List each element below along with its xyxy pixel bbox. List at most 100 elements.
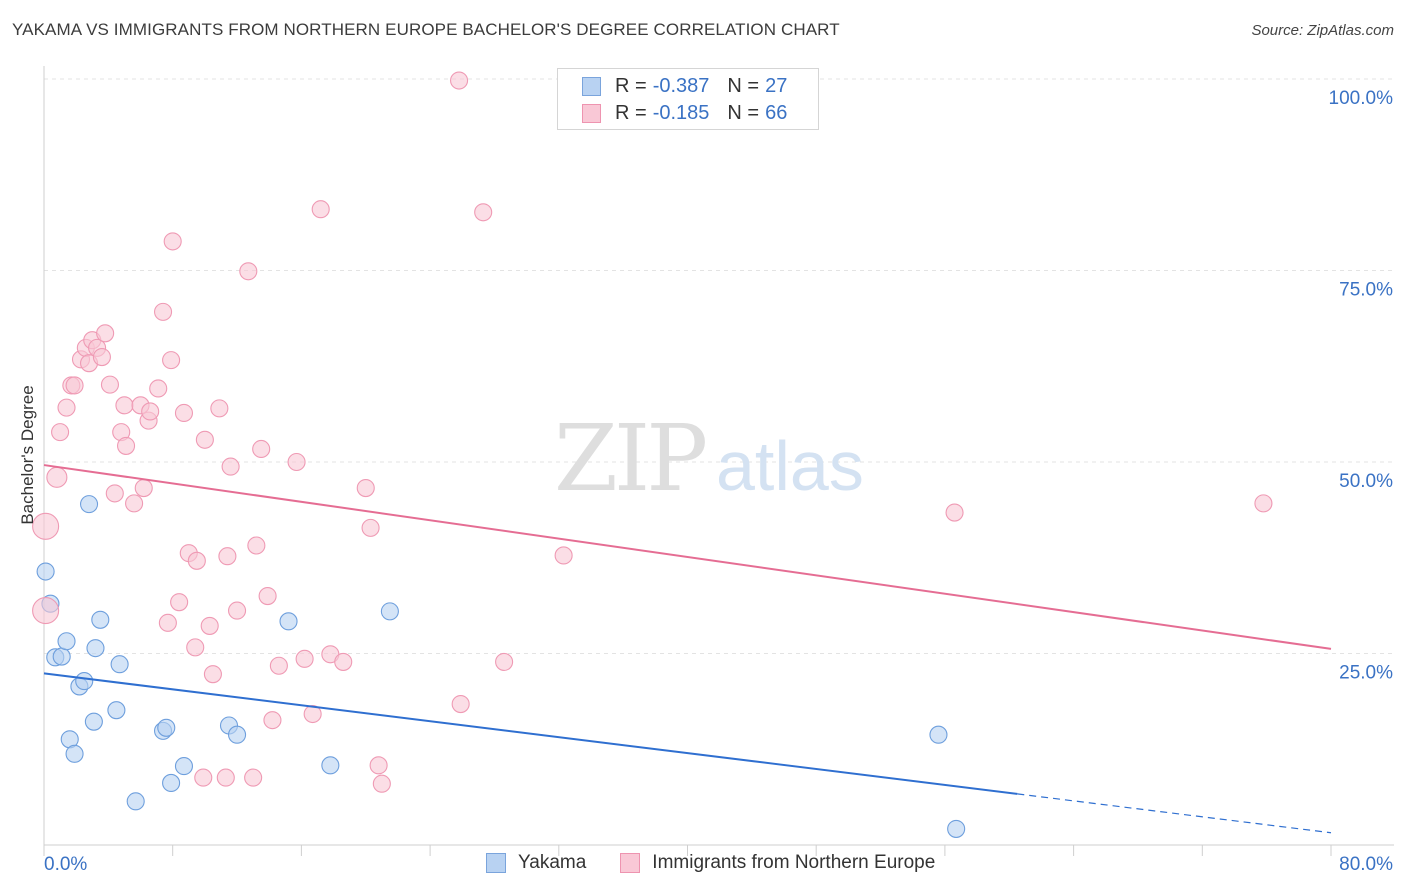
point-yakama: [321, 756, 340, 775]
point-yakama: [107, 701, 126, 720]
point-yakama: [91, 610, 110, 629]
point-yakama: [947, 819, 966, 838]
point-immigrants: [158, 613, 177, 632]
legend-swatch-immigrants: [582, 103, 601, 123]
x-tick-label: 0.0%: [44, 854, 87, 875]
point-yakama: [929, 725, 948, 744]
point-yakama: [79, 495, 99, 514]
watermark-zip: ZIP: [554, 405, 705, 512]
y-tick-label: 75.0%: [1339, 280, 1393, 301]
legend-n-label: N =: [727, 101, 760, 124]
point-yakama: [52, 647, 71, 666]
point-immigrants: [57, 398, 76, 417]
series-legend-immigrants[interactable]: Immigrants from Northern Europe: [620, 852, 935, 874]
point-immigrants: [239, 262, 258, 281]
point-yakama: [84, 712, 103, 731]
point-immigrants: [244, 768, 263, 787]
point-immigrants: [945, 503, 964, 522]
trend-line-immigrants: [43, 464, 1332, 650]
point-immigrants: [187, 551, 206, 570]
point-immigrants: [228, 601, 247, 620]
point-immigrants: [247, 536, 266, 555]
point-immigrants: [162, 351, 181, 370]
point-immigrants: [116, 436, 136, 455]
point-immigrants: [252, 439, 271, 459]
point-immigrants: [203, 665, 222, 684]
point-immigrants: [100, 375, 120, 394]
y-tick-label: 25.0%: [1339, 663, 1393, 684]
series-label-yakama: Yakama: [518, 852, 587, 873]
point-immigrants: [134, 478, 153, 498]
legend-row-yakama: R = -0.387 N = 27: [582, 73, 805, 99]
point-immigrants: [495, 652, 514, 671]
point-immigrants: [46, 466, 68, 488]
watermark-atlas: atlas: [716, 427, 864, 505]
gridlines: [44, 78, 1394, 654]
point-immigrants: [195, 430, 214, 449]
point-yakama: [174, 757, 194, 776]
point-immigrants: [216, 768, 235, 787]
legend-swatch-yakama: [582, 76, 601, 96]
legend-n-value: 66: [765, 101, 788, 124]
point-immigrants: [369, 756, 388, 775]
point-immigrants: [141, 402, 160, 421]
legend-r-label: R =: [615, 74, 647, 97]
point-immigrants: [194, 768, 213, 787]
point-immigrants: [105, 484, 124, 503]
point-immigrants: [334, 652, 353, 671]
point-yakama: [57, 632, 76, 651]
point-yakama: [228, 725, 247, 744]
point-yakama: [126, 792, 145, 811]
watermark: ZIP atlas: [554, 405, 864, 512]
stats-legend: R = -0.387 N = 27 R = -0.185 N = 66: [557, 68, 819, 130]
point-immigrants: [153, 302, 173, 321]
point-immigrants: [218, 547, 237, 566]
series-legend-yakama[interactable]: Yakama: [486, 852, 586, 874]
point-immigrants: [125, 494, 144, 513]
point-immigrants: [92, 348, 111, 367]
point-immigrants: [221, 457, 240, 476]
series-legend: Yakama Immigrants from Northern Europe: [486, 852, 969, 874]
legend-row-immigrants: R = -0.185 N = 66: [582, 100, 805, 126]
point-immigrants: [451, 695, 470, 714]
point-yakama: [75, 672, 94, 691]
trend-lines: [43, 464, 1332, 834]
legend-n-label: N =: [727, 74, 760, 97]
point-immigrants: [295, 649, 314, 668]
point-immigrants: [450, 71, 469, 90]
point-immigrants: [311, 200, 330, 219]
point-immigrants: [474, 203, 493, 222]
point-yakama: [380, 602, 399, 621]
point-immigrants: [149, 379, 168, 398]
point-immigrants: [554, 546, 573, 565]
point-immigrants: [163, 232, 182, 251]
point-immigrants: [372, 774, 391, 793]
legend-r-label: R =: [615, 101, 647, 124]
series-swatch-immigrants: [620, 853, 641, 873]
point-yakama: [65, 744, 84, 763]
point-immigrants: [115, 396, 134, 415]
point-immigrants: [170, 593, 189, 612]
point-immigrants: [361, 518, 380, 537]
trend-line-yakama: [43, 672, 1018, 795]
point-immigrants: [32, 597, 60, 625]
point-immigrants: [65, 376, 84, 395]
trend-line-yakama-extension: [1017, 793, 1332, 834]
point-immigrants: [174, 403, 194, 423]
point-immigrants: [200, 616, 219, 635]
point-immigrants: [210, 399, 229, 418]
point-yakama: [279, 612, 298, 631]
x-tick-label: 80.0%: [1339, 854, 1393, 875]
point-yakama: [110, 655, 129, 674]
legend-n-value: 27: [765, 74, 788, 97]
y-tick-label: 100.0%: [1329, 88, 1394, 109]
point-yakama: [86, 639, 105, 658]
legend-r-value: -0.387: [652, 74, 710, 97]
data-points: [32, 71, 1273, 838]
y-tick-label: 50.0%: [1339, 471, 1393, 492]
point-immigrants: [51, 423, 70, 442]
chart-title: YAKAMA VS IMMIGRANTS FROM NORTHERN EUROP…: [12, 20, 840, 39]
point-yakama: [36, 562, 55, 581]
point-immigrants: [186, 638, 205, 657]
